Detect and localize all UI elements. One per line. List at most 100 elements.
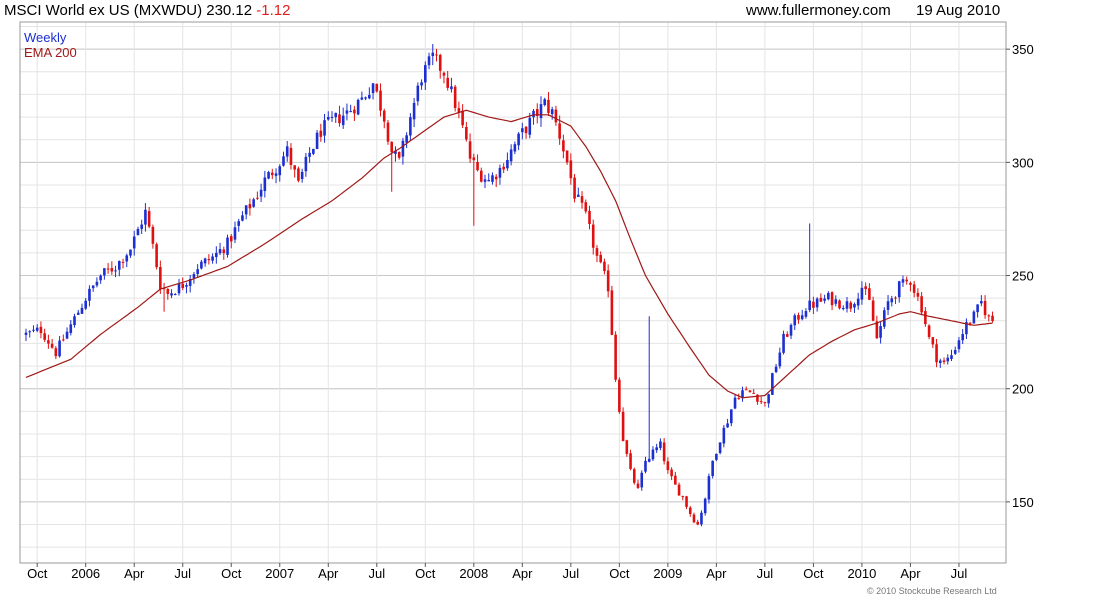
x-tick-label: Oct <box>221 566 242 581</box>
candle-down <box>688 507 692 514</box>
x-tick-label: Apr <box>900 566 921 581</box>
candle-down <box>248 204 252 209</box>
candle-down <box>270 172 274 176</box>
candle-up <box>188 278 192 286</box>
x-tick-label: Oct <box>609 566 630 581</box>
plot-frame <box>19 21 1007 564</box>
candle-up <box>192 274 196 279</box>
candle-down <box>43 333 46 340</box>
candle-up <box>356 99 360 115</box>
candle-down <box>670 469 673 477</box>
candle-up <box>730 409 733 424</box>
candle-down <box>737 398 741 400</box>
candle-down <box>162 288 166 290</box>
candle-up <box>938 360 942 364</box>
candle-down <box>524 126 528 134</box>
candle-up <box>946 357 950 362</box>
ema-200-line <box>25 109 993 399</box>
candle-up <box>841 307 845 309</box>
candle-up <box>722 427 726 444</box>
x-tick-label: Jul <box>368 566 385 581</box>
candle-up <box>177 283 181 294</box>
y-tick-label: 200 <box>1012 382 1034 397</box>
candle-up <box>215 252 218 258</box>
candle-up <box>73 316 76 326</box>
candle-down <box>875 321 879 339</box>
candle-up <box>957 340 961 350</box>
candle-down <box>696 521 700 525</box>
candle-down <box>763 402 767 404</box>
candle-up <box>203 258 207 264</box>
x-tick-label: Oct <box>27 566 48 581</box>
candle-up <box>513 144 517 152</box>
candle-up <box>371 83 375 94</box>
candle-down <box>909 282 912 285</box>
candle-up <box>323 120 326 136</box>
x-tick-label: 2006 <box>71 566 100 581</box>
candle-up <box>659 441 662 448</box>
candle-down <box>293 165 296 170</box>
candle-up <box>132 236 136 249</box>
title-text: MSCI World ex US (MXWDU) 230.12 <box>4 2 253 19</box>
date-label: 19 Aug 2010 <box>916 2 1001 19</box>
candle-up <box>412 102 416 120</box>
candle-down <box>562 140 565 152</box>
candle-up <box>237 221 241 226</box>
candle-down <box>468 141 472 159</box>
candle-up <box>823 298 826 301</box>
candle-up <box>774 366 778 373</box>
candle-up <box>715 453 718 460</box>
candle-up <box>326 117 330 120</box>
candle-down <box>39 326 43 334</box>
candle-up <box>771 373 774 395</box>
candle-up <box>980 301 983 304</box>
candle-down <box>812 301 815 308</box>
candle-down <box>629 453 632 469</box>
candle-up <box>24 332 28 335</box>
candle-down <box>599 254 602 263</box>
candle-up <box>218 249 222 254</box>
candle-up <box>420 82 423 86</box>
candle-up <box>890 298 894 303</box>
candle-up <box>401 140 405 157</box>
candle-up <box>879 326 882 338</box>
candle-up <box>711 460 714 477</box>
candle-down <box>591 224 595 248</box>
candle-down <box>692 514 696 523</box>
candle-down <box>625 440 629 454</box>
candle-down <box>636 483 640 488</box>
copyright-notice: © 2010 Stockcube Research Ltd <box>867 586 997 596</box>
candle-down <box>662 442 666 462</box>
candle-up <box>950 355 953 359</box>
candle-down <box>614 334 617 380</box>
candle-down <box>752 392 756 394</box>
candle-down <box>353 109 356 114</box>
candle-down <box>465 126 468 140</box>
candle-down <box>382 110 386 122</box>
x-tick-label: 2010 <box>847 566 876 581</box>
candle-down <box>759 401 763 403</box>
candle-up <box>28 331 32 333</box>
candle-up <box>550 109 554 115</box>
candle-up <box>733 397 737 409</box>
candle-up <box>901 279 905 283</box>
candle-up <box>767 394 770 404</box>
candle-up <box>953 349 957 354</box>
candle-down <box>106 268 110 270</box>
candle-up <box>808 300 811 311</box>
candle-down <box>289 147 293 166</box>
candle-up <box>498 167 502 178</box>
candle-up <box>853 303 856 308</box>
candle-down <box>618 379 621 412</box>
candle-up <box>103 268 106 276</box>
candle-up <box>308 152 311 157</box>
candle-up <box>897 281 901 298</box>
candle-down <box>502 166 505 170</box>
candle-down <box>50 343 54 348</box>
legend-ema: EMA 200 <box>24 45 77 60</box>
candle-up <box>144 209 147 225</box>
candle-up <box>345 110 349 114</box>
candle-up <box>834 299 838 304</box>
candle-down <box>297 168 300 181</box>
